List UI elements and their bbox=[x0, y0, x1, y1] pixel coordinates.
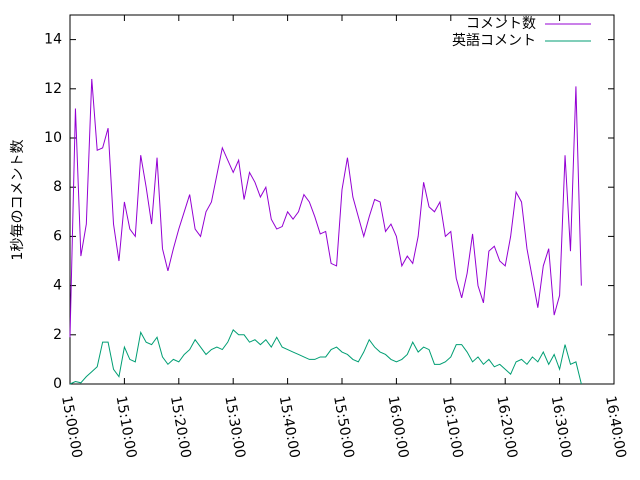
x-tick-label: 16:00:00 bbox=[385, 395, 412, 460]
x-tick-label: 15:20:00 bbox=[167, 395, 194, 460]
x-tick-label: 15:50:00 bbox=[330, 395, 357, 460]
x-tick-label: 16:40:00 bbox=[602, 395, 629, 460]
x-tick-label: 15:10:00 bbox=[113, 395, 140, 460]
y-tick-label: 8 bbox=[53, 179, 62, 195]
y-axis-label: 1秒毎のコメント数 bbox=[10, 140, 26, 261]
x-tick-label: 15:30:00 bbox=[221, 395, 248, 460]
series-line bbox=[69, 78, 582, 338]
y-tick-label: 6 bbox=[53, 228, 62, 244]
legend-label: 英語コメント bbox=[452, 32, 536, 49]
y-tick-label: 14 bbox=[44, 32, 62, 48]
y-tick-label: 12 bbox=[44, 81, 62, 97]
x-tick-label: 15:00:00 bbox=[58, 395, 85, 460]
x-tick-label: 16:20:00 bbox=[493, 395, 520, 460]
x-tick-label: 15:40:00 bbox=[276, 395, 303, 460]
x-tick-label: 16:10:00 bbox=[439, 395, 466, 460]
y-tick-label: 2 bbox=[53, 327, 62, 343]
y-tick-label: 10 bbox=[44, 130, 62, 146]
series-line bbox=[69, 329, 582, 385]
y-tick-label: 0 bbox=[53, 376, 62, 392]
x-tick-label: 16:30:00 bbox=[548, 395, 575, 460]
legend-label: コメント数 bbox=[466, 16, 536, 32]
y-tick-label: 4 bbox=[53, 278, 62, 294]
plot-border bbox=[69, 14, 615, 385]
